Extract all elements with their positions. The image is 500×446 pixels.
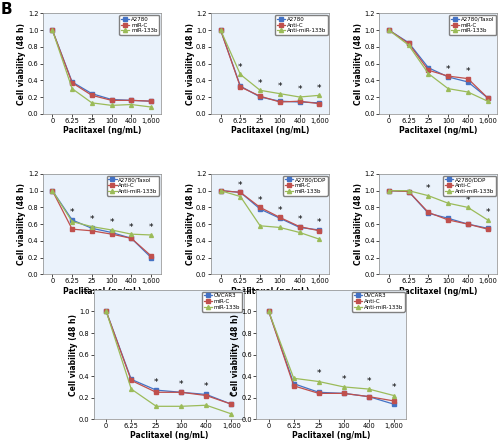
X-axis label: Paclitaxel (ng/mL): Paclitaxel (ng/mL) xyxy=(292,431,370,441)
Text: *: * xyxy=(466,196,470,205)
Legend: A2780, miR-C, miR-133b: A2780, miR-C, miR-133b xyxy=(120,15,160,35)
Y-axis label: Cell viability (48 h): Cell viability (48 h) xyxy=(231,314,240,396)
Text: *: * xyxy=(90,215,94,224)
Legend: A2780, Anti-C, Anti-miR-133b: A2780, Anti-C, Anti-miR-133b xyxy=(275,15,328,35)
Text: *: * xyxy=(298,86,302,95)
Text: *: * xyxy=(238,181,242,190)
Legend: OVCAR3, Anti-C, Anti-miR-133b: OVCAR3, Anti-C, Anti-miR-133b xyxy=(352,292,405,312)
Text: *: * xyxy=(154,378,158,387)
X-axis label: Paclitaxel (ng/mL): Paclitaxel (ng/mL) xyxy=(130,431,208,441)
Text: *: * xyxy=(129,223,134,231)
Text: *: * xyxy=(317,84,322,93)
Text: *: * xyxy=(258,79,262,88)
X-axis label: Paclitaxel (ng/mL): Paclitaxel (ng/mL) xyxy=(62,126,141,135)
Text: *: * xyxy=(298,215,302,224)
Y-axis label: Cell viability (48 h): Cell viability (48 h) xyxy=(354,183,363,265)
Text: B: B xyxy=(1,2,12,17)
Y-axis label: Cell viability (48 h): Cell viability (48 h) xyxy=(18,23,26,104)
Text: *: * xyxy=(258,196,262,205)
Text: *: * xyxy=(238,63,242,72)
Text: *: * xyxy=(466,67,470,76)
Y-axis label: Cell viability (48 h): Cell viability (48 h) xyxy=(354,23,363,104)
Text: *: * xyxy=(317,219,322,227)
Text: *: * xyxy=(316,369,321,378)
Text: *: * xyxy=(392,383,396,392)
X-axis label: Paclitaxel (ng/mL): Paclitaxel (ng/mL) xyxy=(399,286,477,296)
Text: *: * xyxy=(342,375,346,384)
Text: *: * xyxy=(426,184,430,193)
X-axis label: Paclitaxel (ng/mL): Paclitaxel (ng/mL) xyxy=(231,126,309,135)
Text: *: * xyxy=(70,208,74,217)
Legend: A2780/Taxol, miR-C, miR-133b: A2780/Taxol, miR-C, miR-133b xyxy=(449,15,496,35)
Legend: A2780/DDP, Anti-C, Anti-miR-133b: A2780/DDP, Anti-C, Anti-miR-133b xyxy=(443,176,496,196)
Text: *: * xyxy=(110,219,114,227)
Text: *: * xyxy=(149,223,154,232)
Legend: A2780/Taxol, Anti-C, Anti-miR-133b: A2780/Taxol, Anti-C, Anti-miR-133b xyxy=(106,176,160,196)
Text: *: * xyxy=(486,208,490,217)
Y-axis label: Cell viability (48 h): Cell viability (48 h) xyxy=(68,314,78,396)
Y-axis label: Cell viability (48 h): Cell viability (48 h) xyxy=(18,183,26,265)
Text: *: * xyxy=(366,377,371,386)
X-axis label: Paclitaxel (ng/mL): Paclitaxel (ng/mL) xyxy=(62,286,141,296)
Text: *: * xyxy=(229,392,234,401)
Y-axis label: Cell viability (48 h): Cell viability (48 h) xyxy=(186,23,194,104)
Text: *: * xyxy=(204,382,208,391)
Text: *: * xyxy=(278,82,282,91)
Legend: OVCAR3, miR-C, miR-133b: OVCAR3, miR-C, miR-133b xyxy=(202,292,242,312)
X-axis label: Paclitaxel (ng/mL): Paclitaxel (ng/mL) xyxy=(231,286,309,296)
Legend: A2780/DDP, miR-C, miR-133b: A2780/DDP, miR-C, miR-133b xyxy=(283,176,328,196)
X-axis label: Paclitaxel (ng/mL): Paclitaxel (ng/mL) xyxy=(399,126,477,135)
Text: *: * xyxy=(446,192,450,201)
Y-axis label: Cell viability (48 h): Cell viability (48 h) xyxy=(186,183,194,265)
Text: *: * xyxy=(446,65,450,74)
Text: *: * xyxy=(179,380,184,389)
Text: *: * xyxy=(278,206,282,215)
